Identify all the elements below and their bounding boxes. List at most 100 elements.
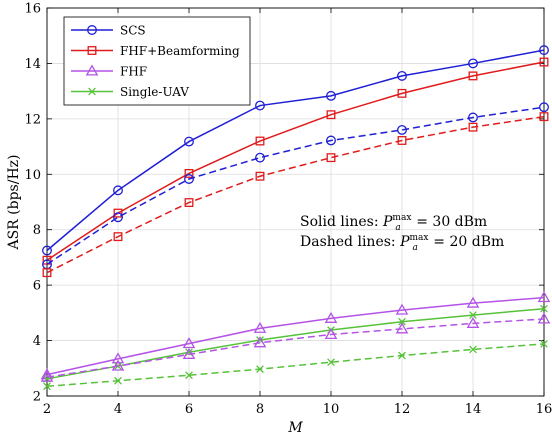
data-point-marker (253, 336, 267, 348)
y-tick-label: 8 (33, 223, 41, 238)
annotation-line: Solid lines: Pmax a = 30 dBm (300, 213, 487, 233)
series-fhf-beamforming-solid (42, 57, 549, 265)
data-point-marker (184, 136, 194, 147)
data-point-marker (537, 312, 551, 324)
data-point-marker (397, 136, 407, 145)
x-tick-label: 2 (43, 402, 51, 417)
series-line (46, 343, 545, 388)
data-point-marker (466, 296, 480, 308)
data-point-marker (469, 345, 477, 354)
data-point-marker (184, 198, 194, 208)
data-point-marker (255, 152, 265, 163)
data-point-marker (469, 311, 477, 319)
x-tick-label: 4 (114, 402, 122, 417)
data-point-marker (398, 351, 406, 360)
data-point-marker (113, 212, 123, 223)
data-point-marker (397, 70, 407, 81)
legend-marker (87, 25, 97, 35)
legend-item: FHF (71, 64, 147, 79)
data-point-marker (395, 303, 409, 315)
data-point-marker (539, 45, 549, 56)
data-point-marker (466, 316, 480, 328)
legend-item: FHF+Beamforming (71, 44, 240, 58)
series-scs-solid (42, 45, 549, 256)
y-tick-label: 16 (24, 2, 41, 17)
data-point-marker (540, 340, 548, 348)
legend-label: SCS (120, 24, 146, 38)
y-tick-label: 6 (33, 279, 41, 294)
data-point-marker (256, 365, 264, 373)
data-point-marker (326, 90, 336, 101)
series-fhf-dashed (40, 312, 551, 382)
data-point-marker (42, 268, 52, 278)
series-line (46, 318, 545, 378)
data-point-marker (184, 174, 194, 184)
data-point-marker (324, 311, 338, 323)
y-tick-label: 4 (33, 334, 41, 349)
data-point-marker (114, 376, 122, 385)
x-tick-label: 12 (394, 402, 411, 417)
legend-label: FHF+Beamforming (120, 44, 240, 58)
x-tick-label: 8 (256, 402, 264, 417)
series-line (46, 115, 545, 274)
y-axis-title: ASR (bps/Hz) (6, 154, 22, 250)
data-point-marker (43, 382, 51, 391)
data-point-marker (111, 352, 125, 364)
legend-item: Single-UAV (71, 85, 189, 99)
data-point-marker (539, 102, 549, 113)
data-point-marker (324, 327, 338, 340)
data-point-marker (255, 171, 265, 181)
data-point-marker (255, 100, 265, 111)
series-line (46, 106, 545, 265)
legend: SCS FHF+Beamforming FHF Single-UAV (63, 16, 251, 106)
data-point-marker (537, 291, 551, 303)
data-point-marker (182, 337, 196, 349)
data-point-marker (468, 71, 478, 81)
data-point-marker (111, 359, 125, 371)
data-point-marker (539, 112, 549, 122)
data-point-marker (185, 371, 193, 380)
series-line (46, 61, 545, 261)
data-point-marker (326, 110, 336, 120)
data-point-marker (397, 88, 407, 98)
axes: 2 4 6 8 10 12 14 16 2 4 6 8 10 12 14 16 M ASR (bps/Hz) (6, 2, 552, 437)
plot-frame (46, 7, 545, 397)
series-scs-dashed (42, 102, 549, 270)
data-point-marker (539, 57, 549, 67)
annotation-line: Dashed lines: Pmax a = 20 dBm (300, 233, 504, 253)
data-point-marker (327, 358, 335, 367)
series-line (46, 49, 545, 252)
series (40, 45, 551, 391)
y-tick-label: 14 (24, 57, 41, 72)
data-point-marker (42, 245, 52, 256)
x-tick-label: 10 (323, 402, 340, 417)
x-axis-title: M (287, 420, 303, 436)
data-point-marker (40, 370, 54, 382)
data-point-marker (326, 153, 336, 163)
data-point-marker (540, 304, 548, 313)
data-point-marker (184, 169, 194, 178)
x-tick-label: 6 (185, 402, 193, 417)
series-single-uav-dashed (43, 340, 548, 391)
legend-marker (85, 64, 99, 76)
data-point-marker (326, 135, 336, 146)
legend-box (63, 16, 251, 106)
data-point-marker (468, 122, 478, 132)
data-point-marker (397, 124, 407, 135)
legend-marker (88, 87, 96, 96)
data-point-marker (113, 185, 123, 196)
legend-label: Single-UAV (120, 85, 189, 99)
data-point-marker (395, 322, 409, 334)
y-tick-label: 2 (33, 390, 41, 405)
legend-item: SCS (71, 24, 146, 38)
data-point-marker (182, 347, 196, 359)
series-single-uav-solid (43, 304, 548, 383)
x-tick-label: 14 (465, 402, 482, 417)
x-tick-label: 16 (536, 402, 552, 417)
data-point-marker (468, 112, 478, 123)
data-point-marker (113, 208, 123, 218)
legend-marker (87, 46, 97, 55)
